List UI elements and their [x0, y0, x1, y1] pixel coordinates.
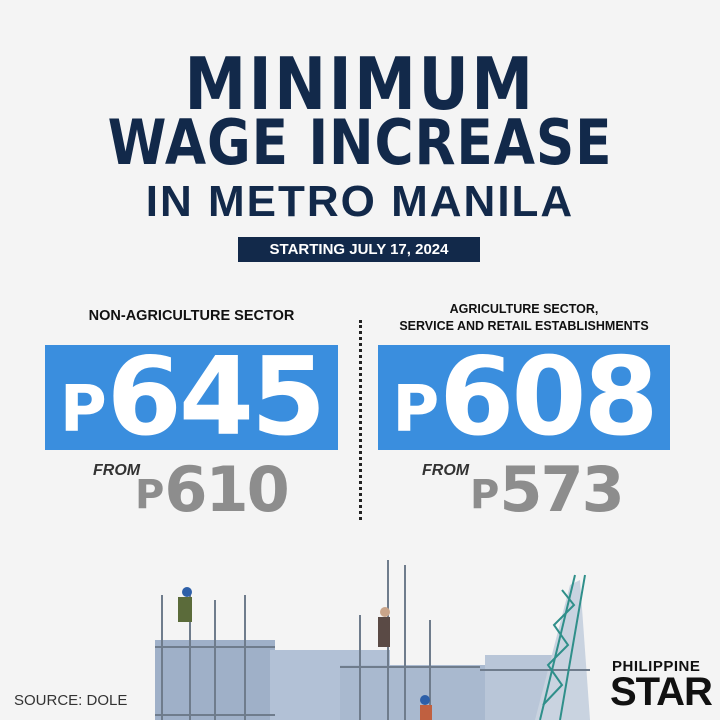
- worker-figures: [178, 587, 432, 720]
- construction-scaffolding-image: [155, 560, 590, 720]
- title-line-2: WAGE INCREASE: [107, 106, 613, 179]
- new-wage-value: 608: [439, 334, 658, 460]
- from-label: FROM: [93, 462, 141, 479]
- old-wage-value: 610: [164, 453, 289, 526]
- peso-sign: P: [470, 472, 500, 518]
- logo-philippine-star-line1: PHILIPPINE: [612, 658, 701, 675]
- new-wage-box-non-agriculture: P 645: [45, 334, 338, 460]
- title-line-1: MINIMUM: [184, 42, 536, 126]
- sector-label-agriculture-line2: SERVICE AND RETAIL ESTABLISHMENTS: [399, 319, 649, 333]
- new-wage-box-agriculture: P 608: [378, 334, 670, 460]
- sector-label-agriculture-line1: AGRICULTURE SECTOR,: [449, 302, 599, 316]
- peso-sign: P: [135, 472, 165, 518]
- logo-philippine-star-line2: STAR: [610, 670, 713, 714]
- divider: [359, 320, 362, 520]
- peso-sign: P: [59, 372, 107, 447]
- sector-label-non-agriculture: NON-AGRICULTURE SECTOR: [88, 308, 295, 324]
- subtitle: IN METRO MANILA: [145, 177, 575, 226]
- old-wage-value: 573: [499, 453, 624, 526]
- date-badge: STARTING JULY 17, 2024: [238, 237, 480, 262]
- new-wage-value: 645: [106, 334, 326, 460]
- old-wage-agriculture: P 573: [470, 453, 625, 526]
- from-label: FROM: [422, 462, 470, 479]
- source-credit: SOURCE: DOLE: [14, 692, 128, 709]
- peso-sign: P: [392, 372, 440, 447]
- old-wage-non-agriculture: P 610: [135, 453, 290, 526]
